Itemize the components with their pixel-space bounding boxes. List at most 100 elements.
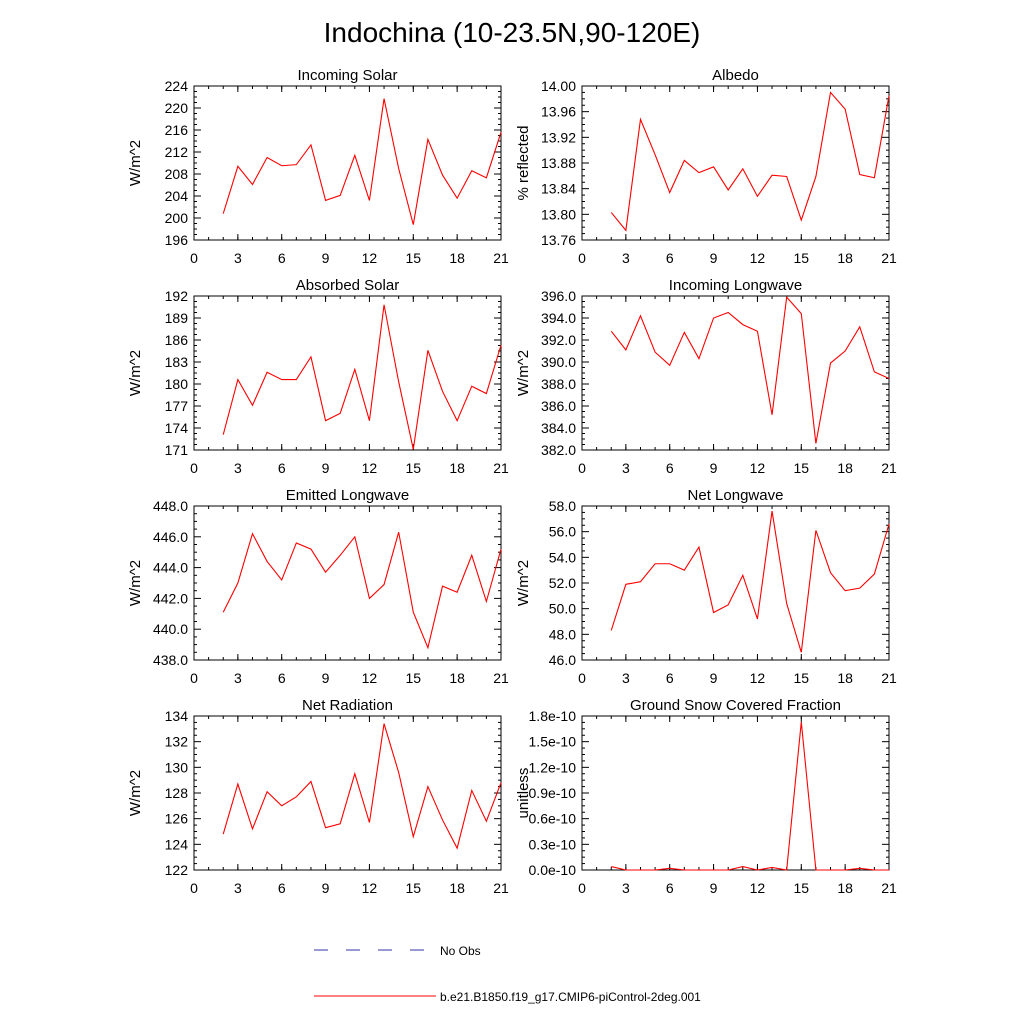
series-line-1 (222, 532, 502, 650)
chart-title: Net Radiation (302, 697, 393, 714)
chart-panel-4: Incoming Longwave 0 3 6 9 12 15 18 21 382.0 384.0 3… (515, 277, 897, 476)
x-tick-label: 15 (405, 250, 421, 266)
y-tick-label: 382.0 (541, 442, 576, 458)
plot-frame (193, 715, 502, 871)
y-tick-label: 212 (165, 144, 189, 160)
y-tick-label: 126 (165, 811, 189, 827)
plot-frame (193, 85, 502, 241)
x-tick-label: 18 (837, 250, 853, 266)
x-tick-label: 18 (837, 460, 853, 476)
x-tick-label: 3 (622, 880, 630, 896)
x-tick-label: 18 (837, 670, 853, 686)
x-tick-label: 0 (190, 460, 198, 476)
y-axis-label: W/m^2 (127, 770, 144, 816)
y-axis-label: W/m^2 (127, 560, 144, 606)
y-tick-label: 13.92 (541, 129, 576, 145)
y-tick-label: 392.0 (541, 332, 576, 348)
x-tick-label: 12 (362, 670, 378, 686)
x-tick-label: 6 (278, 250, 286, 266)
y-tick-label: 56.0 (549, 524, 576, 540)
x-tick-label: 21 (493, 880, 509, 896)
x-tick-label: 15 (793, 250, 809, 266)
x-tick-label: 3 (622, 460, 630, 476)
x-tick-label: 15 (405, 670, 421, 686)
x-tick-label: 3 (234, 880, 242, 896)
x-tick-label: 0 (190, 250, 198, 266)
x-tick-label: 9 (322, 460, 330, 476)
y-axis-label: W/m^2 (515, 350, 532, 396)
x-tick-label: 3 (622, 250, 630, 266)
x-tick-label: 6 (666, 880, 674, 896)
x-tick-label: 9 (710, 880, 718, 896)
y-tick-label: 396.0 (541, 288, 576, 304)
y-tick-label: 1.2e-10 (529, 759, 577, 775)
chart-title: Albedo (712, 67, 759, 84)
x-tick-label: 0 (578, 670, 586, 686)
x-tick-label: 18 (449, 880, 465, 896)
x-tick-label: 6 (666, 250, 674, 266)
y-tick-label: 208 (165, 166, 189, 182)
y-tick-label: 13.88 (541, 155, 576, 171)
y-tick-label: 130 (165, 759, 189, 775)
x-tick-label: 15 (793, 460, 809, 476)
y-tick-label: 183 (165, 354, 189, 370)
y-tick-label: 14.00 (541, 78, 576, 94)
series-line-1 (610, 511, 890, 653)
x-tick-label: 12 (362, 250, 378, 266)
chart-title: Emitted Longwave (286, 487, 409, 504)
y-tick-label: 388.0 (541, 376, 576, 392)
plot-frame (193, 505, 502, 661)
y-tick-label: 1.8e-10 (529, 708, 577, 724)
x-tick-label: 9 (322, 670, 330, 686)
legend: No Obs b.e21.B1850.f19_g17.CMIP6-piContro… (314, 944, 701, 1004)
x-tick-label: 9 (710, 250, 718, 266)
x-tick-label: 18 (449, 670, 465, 686)
y-tick-label: 216 (165, 122, 189, 138)
chart-panel-3: Absorbed Solar 0 3 6 9 12 15 18 21 171 174 177 180 18… (127, 277, 509, 476)
chart-panel-7: Net Radiation 0 3 6 9 12 15 18 21 122 124 126 128 130… (127, 697, 509, 896)
x-tick-label: 3 (234, 670, 242, 686)
y-axis-label: W/m^2 (127, 140, 144, 186)
x-tick-label: 3 (234, 250, 242, 266)
x-tick-label: 15 (793, 880, 809, 896)
y-tick-label: 220 (165, 100, 189, 116)
x-tick-label: 9 (710, 670, 718, 686)
y-tick-label: 0.0e-10 (529, 862, 577, 878)
y-tick-label: 171 (165, 442, 189, 458)
y-tick-label: 189 (165, 310, 189, 326)
y-tick-label: 440.0 (153, 621, 188, 637)
x-tick-label: 0 (578, 250, 586, 266)
y-tick-label: 13.76 (541, 232, 576, 248)
y-tick-label: 442.0 (153, 590, 188, 606)
x-tick-label: 21 (881, 880, 897, 896)
x-tick-label: 6 (666, 460, 674, 476)
x-tick-label: 6 (278, 880, 286, 896)
x-tick-label: 0 (190, 670, 198, 686)
series-line-1 (610, 295, 890, 444)
y-tick-label: 50.0 (549, 601, 576, 617)
x-tick-label: 18 (837, 880, 853, 896)
x-tick-label: 15 (405, 460, 421, 476)
chart-title: Ground Snow Covered Fraction (630, 697, 841, 714)
chart-panel-2: Albedo 0 3 6 9 12 15 18 21 13.76 13.80 13.84 13.88 13… (515, 67, 897, 266)
y-tick-label: 0.3e-10 (529, 836, 577, 852)
x-tick-label: 21 (881, 670, 897, 686)
y-tick-label: 46.0 (549, 652, 576, 668)
y-axis-label: % reflected (515, 125, 532, 200)
y-tick-label: 192 (165, 288, 189, 304)
chart-title: Absorbed Solar (296, 277, 399, 294)
series-line-1 (611, 721, 889, 871)
x-tick-label: 12 (362, 460, 378, 476)
x-tick-label: 18 (449, 250, 465, 266)
y-tick-label: 54.0 (549, 549, 576, 565)
x-tick-label: 12 (750, 880, 766, 896)
y-tick-label: 128 (165, 785, 189, 801)
y-tick-label: 13.96 (541, 104, 576, 120)
y-tick-label: 200 (165, 210, 189, 226)
chart-panel-8: Ground Snow Covered Fraction 0 3 6 9 12 15 18 21… (515, 697, 897, 896)
plot-frame (193, 295, 502, 451)
plot-frame (581, 715, 890, 871)
series-line-1 (222, 98, 502, 225)
page-title: Indochina (10-23.5N,90-120E) (324, 17, 701, 48)
